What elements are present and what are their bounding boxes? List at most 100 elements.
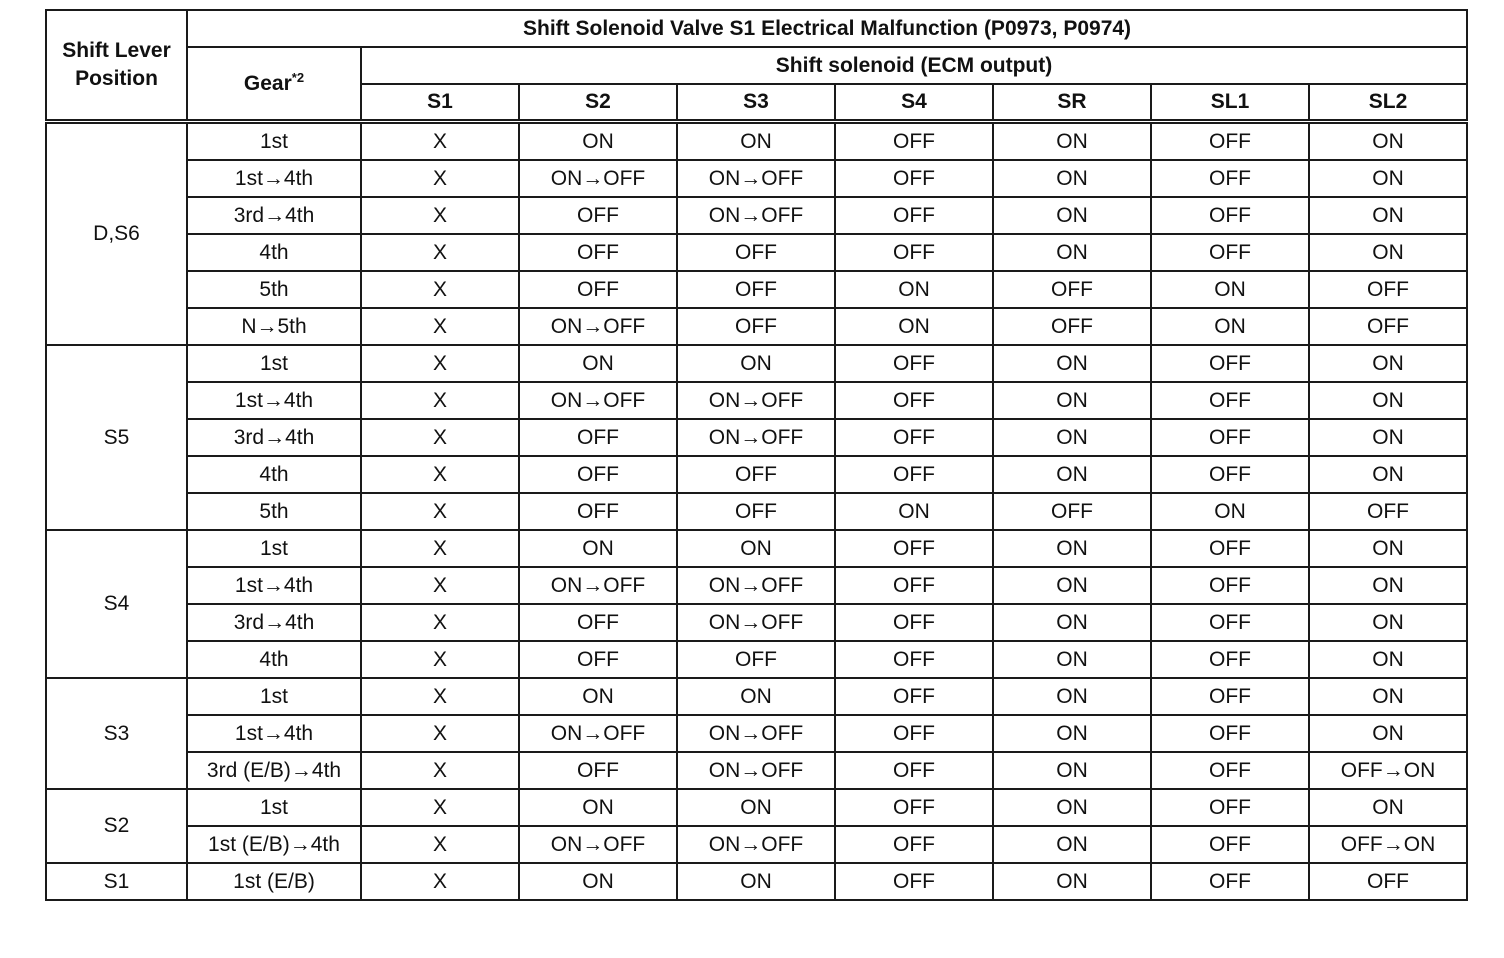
solenoid-state-cell: ON — [1307, 381, 1469, 420]
solenoid-state-cell: OFF — [992, 492, 1152, 531]
solenoid-state-cell: OFF — [518, 270, 678, 309]
shift-lever-position-header: Shift Lever Position — [45, 9, 188, 124]
solenoid-state-cell: X — [360, 825, 520, 864]
solenoid-state-cell: ON — [518, 120, 678, 161]
table-row: S4 1st X ON ON OFF ON OFF ON — [45, 529, 1469, 679]
solenoid-state-cell: ON — [992, 677, 1152, 716]
solenoid-state-cell: ON — [1307, 196, 1469, 235]
solenoid-state-cell: OFF — [1150, 159, 1310, 198]
table-row: 3rd→4th X OFF ON→OFF OFF ON OFF ON — [46, 418, 1469, 457]
solenoid-state-cell: OFF — [518, 196, 678, 235]
solenoid-state-cell: X — [360, 455, 520, 494]
gear-cell: 1st — [186, 344, 362, 383]
solenoid-state-cell: OFF — [834, 418, 994, 457]
gear-footnote-marker: *2 — [291, 69, 305, 85]
solenoid-state-cell: ON — [1307, 418, 1469, 457]
table-row: 1st→4th X ON→OFF ON→OFF OFF ON OFF ON — [46, 566, 1469, 605]
solenoid-state-cell: OFF — [1307, 492, 1469, 531]
solenoid-state-cell: ON→OFF — [676, 751, 836, 790]
table-row: S3 1st X ON ON OFF ON OFF ON — [45, 677, 1469, 790]
solenoid-state-cell: ON — [1307, 714, 1469, 753]
solenoid-state-cell: ON — [676, 344, 836, 383]
table-row: S1 1st (E/B) X ON ON OFF ON OFF OFF — [45, 862, 1469, 901]
solenoid-state-cell: ON→OFF — [676, 825, 836, 864]
solenoid-state-cell: ON — [992, 603, 1152, 642]
solenoid-state-cell: ON — [1150, 492, 1310, 531]
solenoid-state-cell: OFF — [834, 455, 994, 494]
solenoid-state-cell: ON→OFF — [676, 714, 836, 753]
solenoid-header-sl1: SL1 — [1150, 83, 1310, 124]
solenoid-state-cell: ON — [1307, 677, 1469, 716]
gear-cell: N→5th — [186, 307, 362, 346]
solenoid-state-cell: X — [360, 344, 520, 383]
shift-lever-position-cell: S2 — [45, 788, 188, 864]
solenoid-state-cell: OFF — [1150, 196, 1310, 235]
solenoid-state-cell: OFF — [1150, 640, 1310, 679]
gear-cell: 1st — [186, 120, 362, 161]
solenoid-state-cell: X — [360, 566, 520, 605]
solenoid-state-cell: OFF — [518, 233, 678, 272]
table-row: S2 1st X ON ON OFF ON OFF ON — [45, 788, 1469, 864]
solenoid-state-cell: OFF — [676, 492, 836, 531]
solenoid-state-cell: X — [360, 120, 520, 161]
gear-cell: 4th — [186, 640, 362, 679]
shift-lever-position-cell: D,S6 — [45, 120, 188, 346]
table-row: 4th X OFF OFF OFF ON OFF ON — [46, 455, 1469, 494]
solenoid-state-cell: ON — [1307, 455, 1469, 494]
solenoid-state-cell: ON — [1307, 529, 1469, 568]
solenoid-state-cell: ON — [676, 788, 836, 827]
table-row: 1st→4th X ON→OFF ON→OFF OFF ON OFF ON — [46, 381, 1469, 420]
solenoid-state-cell: ON — [992, 120, 1152, 161]
gear-cell: 3rd→4th — [186, 603, 362, 642]
solenoid-state-cell: ON — [834, 492, 994, 531]
solenoid-state-cell: OFF — [676, 455, 836, 494]
solenoid-state-cell: OFF — [1150, 603, 1310, 642]
solenoid-header-s3: S3 — [676, 83, 836, 124]
solenoid-state-cell: OFF — [992, 307, 1152, 346]
solenoid-state-cell: ON — [992, 381, 1152, 420]
solenoid-state-cell: X — [360, 677, 520, 716]
gear-cell: 1st→4th — [186, 159, 362, 198]
solenoid-state-cell: X — [360, 159, 520, 198]
solenoid-state-cell: OFF — [1307, 307, 1469, 346]
solenoid-state-cell: OFF — [834, 196, 994, 235]
solenoid-state-cell: ON — [1150, 270, 1310, 309]
solenoid-state-cell: X — [360, 381, 520, 420]
solenoid-state-cell: ON — [1307, 233, 1469, 272]
gear-cell: 1st — [186, 788, 362, 827]
shift-lever-position-cell: S5 — [45, 344, 188, 531]
solenoid-state-cell: ON — [992, 714, 1152, 753]
solenoid-state-cell: OFF→ON — [1307, 751, 1469, 790]
gear-cell: 5th — [186, 492, 362, 531]
solenoid-state-cell: OFF — [834, 529, 994, 568]
solenoid-header-sl2: SL2 — [1307, 83, 1469, 124]
solenoid-state-cell: ON→OFF — [518, 825, 678, 864]
solenoid-state-cell: X — [360, 862, 520, 901]
solenoid-state-cell: ON — [992, 159, 1152, 198]
solenoid-state-cell: ON — [992, 233, 1152, 272]
solenoid-state-cell: OFF — [1307, 270, 1469, 309]
solenoid-state-cell: X — [360, 233, 520, 272]
table-row: 1st (E/B)→4th X ON→OFF ON→OFF OFF ON OFF OFF→ON — [46, 825, 1469, 864]
gear-cell: 1st→4th — [186, 714, 362, 753]
solenoid-state-cell: ON — [1307, 603, 1469, 642]
table-row: 1st→4th X ON→OFF ON→OFF OFF ON OFF ON — [46, 159, 1469, 198]
shift-lever-position-cell: S4 — [45, 529, 188, 679]
solenoid-state-cell: ON — [676, 529, 836, 568]
solenoid-state-cell: ON — [992, 529, 1152, 568]
solenoid-state-cell: ON — [1307, 120, 1469, 161]
solenoid-state-cell: OFF — [676, 270, 836, 309]
solenoid-state-cell: ON→OFF — [518, 381, 678, 420]
shift-lever-position-cell: S3 — [45, 677, 188, 790]
solenoid-header-s1: S1 — [360, 83, 520, 124]
solenoid-state-cell: X — [360, 714, 520, 753]
solenoid-header-s2: S2 — [518, 83, 678, 124]
shift-solenoid-table: Shift Lever Position Shift Solenoid Valv… — [45, 9, 1469, 901]
table-row: S5 1st X ON ON OFF ON OFF ON — [45, 344, 1469, 531]
gear-cell: 3rd→4th — [186, 418, 362, 457]
table-row: 3rd→4th X OFF ON→OFF OFF ON OFF ON — [46, 196, 1469, 235]
solenoid-state-cell: OFF — [518, 455, 678, 494]
solenoid-state-cell: OFF — [834, 862, 994, 901]
gear-header: Gear*2 — [186, 46, 362, 124]
solenoid-state-cell: ON→OFF — [518, 159, 678, 198]
